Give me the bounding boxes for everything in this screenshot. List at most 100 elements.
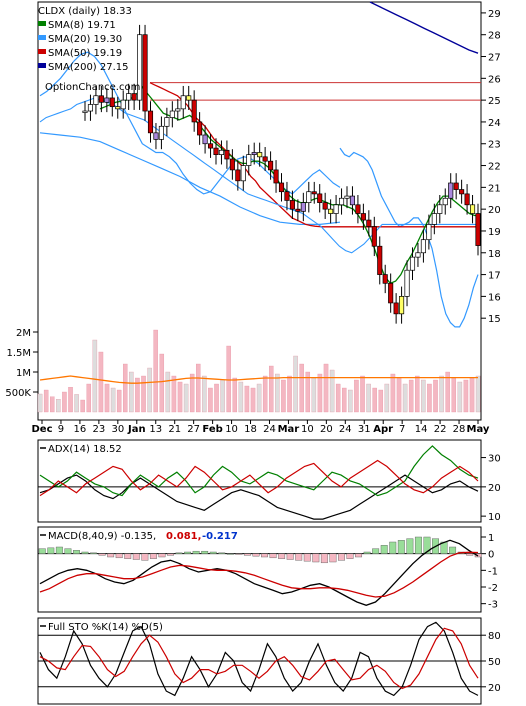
adx-frame (37, 439, 482, 523)
volume-bar (159, 353, 165, 413)
volume-bar (110, 387, 116, 413)
candle-body (93, 95, 99, 105)
macd-histogram-bar (201, 550, 209, 554)
macd-histogram-bar (295, 553, 303, 561)
volume-bar (135, 377, 140, 413)
macd-histogram-bar (355, 553, 363, 558)
price-tick-label: 25 (488, 96, 501, 107)
volume-bar (238, 381, 244, 413)
candle-body (399, 296, 405, 315)
candle-body (289, 200, 295, 210)
price-tick-label: 17 (488, 271, 501, 282)
volume-bar (305, 371, 311, 413)
macd-histogram-bar (218, 552, 226, 554)
x-tick-label: 24 (339, 424, 352, 435)
adx-series--DI (39, 459, 479, 497)
macd-frame (37, 526, 482, 613)
sto-panel: 80 50 20 Full STO %K(14) %D(5) (37, 617, 501, 705)
candle-body (371, 226, 377, 247)
volume-bar (293, 355, 298, 413)
adx-tick-label: 20 (488, 483, 501, 494)
macd-histogram-bar (449, 546, 457, 554)
legend-label: SMA(20) 19.30 (48, 34, 122, 45)
candle-body (240, 165, 246, 182)
macd-histogram-bar (466, 553, 474, 556)
candle-body (175, 108, 181, 112)
volume-bar (250, 387, 256, 413)
price-tick-label: 18 (488, 249, 501, 260)
price-tick-label: 27 (488, 53, 501, 64)
candle-body (344, 195, 350, 199)
macd-tick-label: -1 (488, 566, 498, 577)
volume-bar (104, 383, 110, 413)
candle-body (360, 213, 366, 221)
bollinger-lower-early (39, 132, 341, 225)
bollinger-upper (39, 51, 341, 195)
volume-bar (445, 371, 450, 413)
candle-body (300, 202, 306, 212)
volume-bar (196, 363, 201, 413)
volume-bar (37, 393, 43, 413)
macd-histogram-bar (47, 547, 55, 554)
macd-histogram-bar (158, 553, 166, 558)
x-tick-label: 7 (399, 424, 405, 435)
sto-series-%D (39, 627, 479, 690)
candle-body (268, 160, 274, 171)
macd-histogram-bar (278, 553, 286, 559)
macd-histogram-bar (115, 553, 123, 559)
candle-body (366, 219, 372, 227)
volume-bar (299, 363, 304, 413)
x-tick-label: Feb (202, 424, 222, 435)
candle-body (257, 152, 263, 158)
candle-body (388, 282, 394, 304)
candle-body (218, 149, 225, 155)
macd-histogram-bar (72, 550, 80, 554)
volume-bar (116, 389, 122, 413)
volume-bar (165, 371, 171, 413)
x-tick-label: 13 (149, 424, 162, 435)
candle-body (82, 110, 88, 113)
candle-body (158, 125, 164, 140)
candle-body (164, 117, 170, 127)
macd-histogram-bar (235, 553, 243, 555)
legend-swatch (38, 21, 46, 26)
x-tick-label: 28 (453, 424, 466, 435)
candle-body (404, 269, 410, 297)
legend-swatch (38, 63, 46, 68)
volume-bar (384, 383, 390, 413)
macd-tick-label: 1 (488, 533, 494, 544)
volume-bar (354, 379, 359, 413)
candle-body (213, 147, 219, 155)
volume-bar (226, 345, 231, 413)
x-tick-label: 31 (358, 424, 371, 435)
sma20-line (39, 97, 480, 254)
legend-label: CLDX (daily) 18.33 (38, 6, 132, 17)
macd-histogram-bar (124, 553, 132, 559)
macd-histogram-bar (389, 541, 397, 554)
candle-body (251, 152, 257, 155)
candle-body (147, 110, 154, 134)
macd-histogram-bar (261, 553, 268, 558)
macd-histogram-bar (380, 545, 388, 554)
sma8-line (99, 85, 480, 285)
macd-histogram-bar (98, 553, 106, 556)
candle-body (377, 245, 383, 275)
candle-body (415, 252, 421, 258)
sma50-line (149, 82, 480, 228)
macd-histogram-bar (141, 553, 149, 561)
candle-body (169, 110, 175, 118)
x-tick-label: 18 (244, 424, 257, 435)
macd-histogram-bar (423, 536, 431, 554)
volume-bar (56, 399, 61, 413)
volume-bar (281, 379, 286, 413)
macd-histogram-bar (209, 551, 217, 554)
candle-body (278, 182, 285, 193)
candle-body (459, 189, 465, 195)
volume-bar (244, 385, 250, 413)
volume-bar (256, 383, 262, 413)
macd-histogram-bar (90, 552, 97, 554)
macd-hist-label: -0.217 (202, 531, 238, 542)
candle-body (131, 93, 137, 101)
volume-bar (153, 329, 158, 413)
macd-histogram-bar (243, 553, 251, 556)
